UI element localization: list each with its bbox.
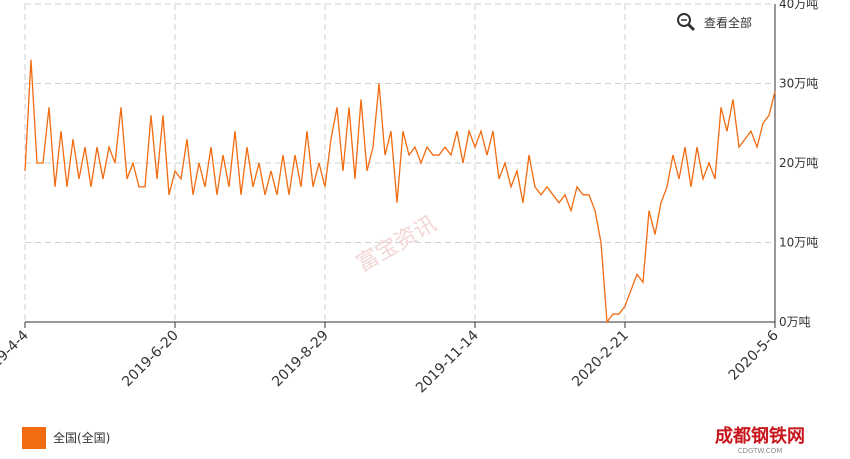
watermark: 富宝资讯	[352, 212, 441, 278]
x-tick-label: 2019-6-20	[119, 328, 182, 391]
y-tick-label: 40万吨	[779, 0, 818, 11]
legend-label[interactable]: 全国(全国)	[53, 430, 110, 445]
zoom-label[interactable]: 查看全部	[704, 15, 752, 30]
x-tick-label: 2020-2-21	[569, 328, 632, 391]
series-line	[24, 59, 776, 324]
zoom-button[interactable]: 查看全部	[677, 13, 752, 32]
zoom-icon-handle	[686, 22, 696, 32]
y-tick-label: 30万吨	[779, 77, 818, 91]
legend-swatch[interactable]	[22, 427, 46, 449]
x-tick-label: 2019-8-29	[269, 328, 332, 391]
y-tick-label: 20万吨	[779, 156, 818, 170]
x-tick-label: 2019-4-4	[0, 327, 32, 383]
plot: 0万吨 10万吨 20万吨 30万吨 40万吨 2019-4-4 2019-6-20 2019…	[0, 0, 818, 396]
x-tick-label: 2020-5-6	[726, 327, 782, 383]
y-tick-label: 0万吨	[779, 315, 811, 329]
y-tick-label: 10万吨	[779, 236, 818, 250]
x-tick-label: 2019-11-14	[413, 327, 482, 396]
logo: 成都钢铁网	[715, 425, 805, 447]
logo-sub: CDGTW.COM	[738, 447, 783, 455]
zoom-icon	[677, 13, 691, 27]
